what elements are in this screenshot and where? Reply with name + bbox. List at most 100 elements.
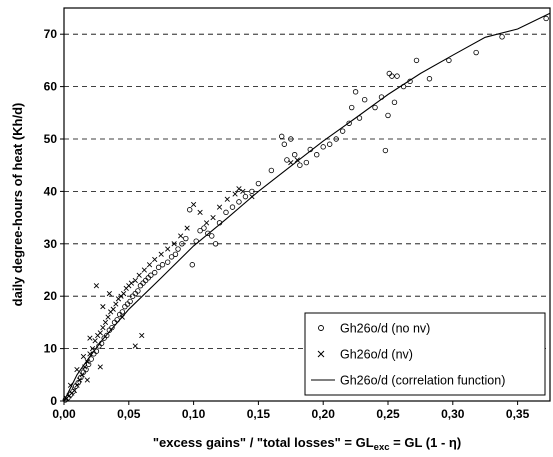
legend-items: Gh26o/d (no nv) Gh26o/d (nv) Gh26o/d (corr…: [311, 322, 505, 388]
data-point-no-nv: [183, 235, 189, 242]
y-tick-label: 0: [50, 394, 57, 408]
data-point-nv: [178, 233, 184, 239]
data-point-no-nv: [205, 230, 211, 237]
data-point-no-nv: [361, 96, 368, 103]
data-point-nv: [190, 201, 197, 208]
y-tick-label: 70: [44, 27, 58, 41]
data-point-no-nv: [320, 144, 326, 150]
data-point-nv: [105, 314, 111, 320]
data-point-no-nv: [255, 180, 262, 187]
data-point-nv: [136, 272, 142, 278]
legend-marker-circle: [318, 325, 324, 331]
data-point-no-nv: [346, 120, 352, 126]
data-point-no-nv: [413, 57, 420, 64]
x-tick-label: 0,20: [312, 407, 336, 421]
data-point-nv: [132, 277, 138, 284]
data-point-nv: [110, 306, 116, 312]
data-point-nv: [74, 366, 80, 373]
x-axis-title-tail: = GL (1 - η): [390, 435, 462, 450]
data-point-no-nv: [314, 152, 320, 158]
y-tick-label: 40: [44, 184, 58, 198]
y-tick-label: 20: [44, 289, 58, 303]
data-point-no-nv: [229, 204, 236, 210]
data-point-no-nv: [352, 89, 359, 95]
data-point-nv: [141, 267, 147, 273]
data-point-no-nv: [164, 259, 171, 265]
data-point-nv: [120, 290, 127, 297]
data-point-no-nv: [236, 199, 242, 205]
data-point-nv: [87, 351, 93, 357]
legend-label: Gh26o/d (correlation function): [340, 374, 505, 388]
data-point-nv: [97, 364, 103, 370]
series-layer: [62, 12, 551, 403]
plot-frame: [63, 7, 551, 402]
data-point-nv: [146, 262, 153, 268]
x-tick-label: 0,05: [117, 407, 141, 421]
x-tick-label: 0,30: [441, 407, 465, 421]
series-line-correlation-function: [63, 12, 551, 402]
data-point-nv: [106, 290, 112, 297]
ticks: 0 10 20 30 40 50 60 70 0,00 0,05 0,10 0,15 0,20 0,25 0…: [44, 27, 530, 421]
data-point-no-nv: [168, 254, 175, 260]
data-point-no-nv: [281, 141, 288, 147]
data-point-nv: [232, 191, 238, 197]
data-point-no-nv: [394, 73, 400, 79]
data-point-nv: [224, 196, 230, 202]
x-axis-title-sub: exc: [374, 442, 390, 453]
data-point-no-nv: [109, 324, 115, 331]
data-point-no-nv: [189, 262, 196, 268]
data-point-no-nv: [339, 128, 346, 134]
y-axis-title: daily degree-hours of heat (Kh/d): [10, 103, 25, 307]
data-point-nv: [236, 186, 242, 192]
data-point-no-nv: [446, 57, 452, 64]
legend-label: Gh26o/d (no nv): [340, 322, 430, 336]
data-point-no-nv: [75, 379, 81, 386]
data-point-no-nv: [297, 162, 303, 168]
data-point-nv: [152, 256, 158, 263]
data-point-nv: [113, 301, 119, 307]
data-point-nv: [171, 241, 177, 247]
grid: [64, 33, 550, 350]
data-point-no-nv: [78, 374, 84, 381]
data-point-nv: [210, 214, 216, 221]
data-point-nv: [158, 251, 164, 257]
data-point-no-nv: [291, 152, 298, 158]
data-point-no-nv: [135, 288, 141, 294]
data-point-nv: [203, 220, 210, 226]
data-point-no-nv: [179, 241, 185, 247]
data-point-no-nv: [187, 207, 193, 213]
data-point-no-nv: [382, 147, 389, 154]
y-tick-label: 10: [44, 342, 58, 356]
data-point-no-nv: [284, 157, 290, 163]
data-point-nv: [288, 159, 294, 166]
x-tick-label: 0,00: [52, 407, 76, 421]
legend-box: [304, 312, 546, 396]
data-point-no-nv: [499, 34, 505, 40]
x-tick-label: 0,35: [506, 407, 530, 421]
data-point-no-nv: [201, 225, 207, 231]
data-point-nv: [294, 157, 300, 163]
x-axis-title-main: "excess gains" / "total losses" = GL: [153, 435, 374, 450]
data-point-nv: [100, 325, 106, 331]
data-point-nv: [197, 209, 203, 215]
data-point-no-nv: [389, 73, 395, 79]
y-tick-label: 60: [44, 80, 58, 94]
data-point-nv: [132, 343, 138, 349]
data-point-nv: [139, 332, 145, 339]
data-point-no-nv: [148, 272, 154, 278]
data-point-no-nv: [303, 159, 310, 166]
data-point-no-nv: [172, 251, 179, 257]
data-point-no-nv: [223, 209, 229, 216]
data-point-no-nv: [249, 188, 255, 195]
data-point-no-nv: [127, 298, 133, 305]
data-point-nv: [80, 353, 87, 360]
data-point-nv: [79, 372, 85, 378]
data-point-nv: [92, 338, 98, 344]
x-axis-title: "excess gains" / "total losses" = GLexc …: [153, 435, 461, 453]
data-point-no-nv: [268, 167, 275, 174]
data-point-nv: [102, 319, 109, 326]
data-point-no-nv: [155, 264, 162, 271]
legend-marker-x: [317, 350, 325, 358]
data-point-no-nv: [152, 269, 158, 276]
